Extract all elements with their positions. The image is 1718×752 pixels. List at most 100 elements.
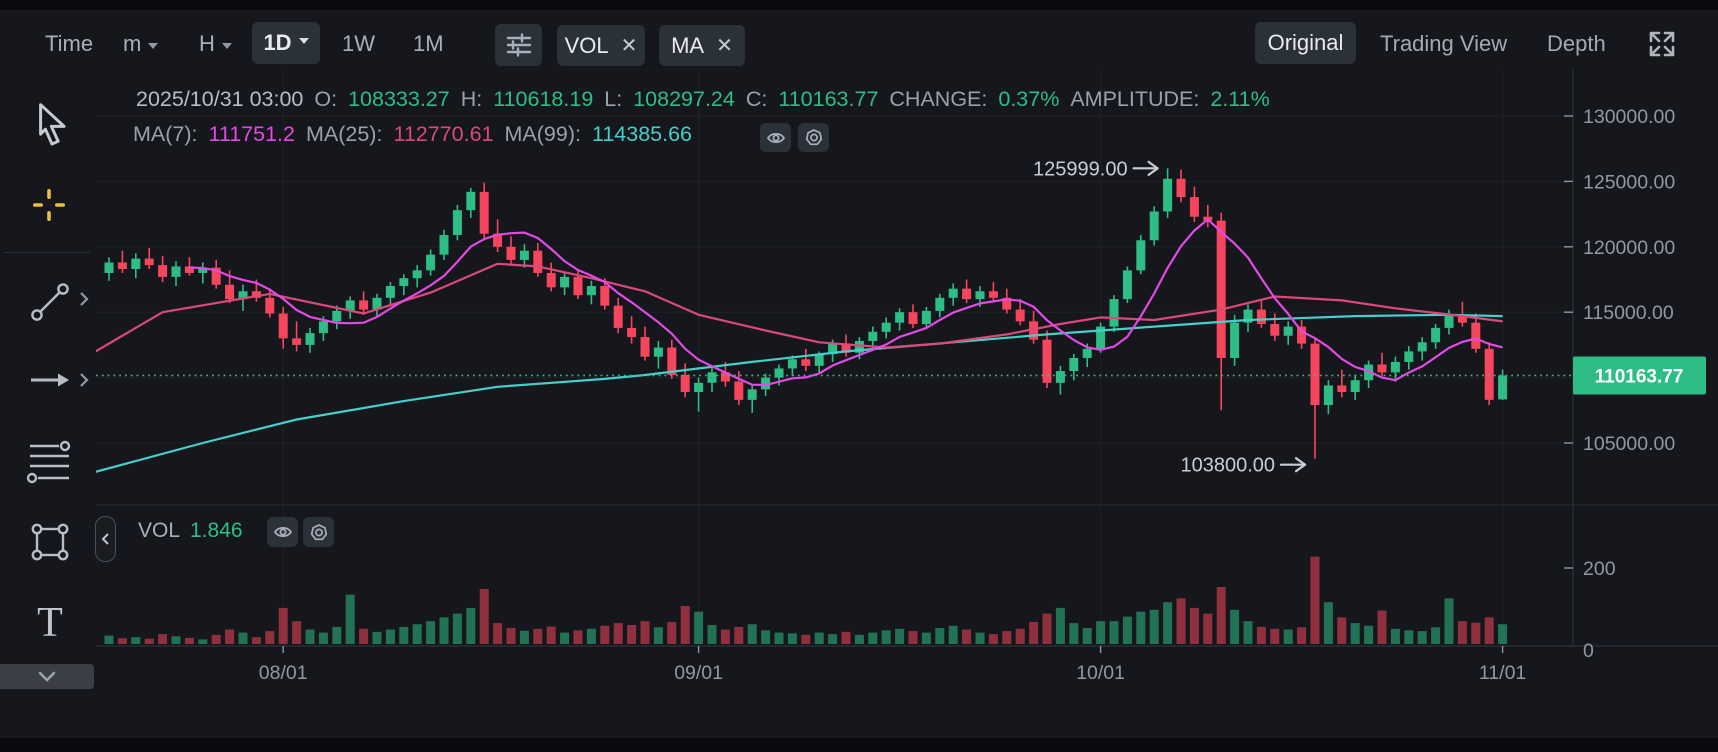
ohlc-value: 110163.77	[778, 87, 879, 111]
volume-bar	[184, 637, 194, 644]
close-icon[interactable]: ✕	[620, 35, 638, 57]
volume-bar	[1149, 609, 1159, 644]
volume-bar	[493, 623, 503, 644]
eye-icon	[766, 132, 785, 143]
volume-bar	[1256, 626, 1266, 644]
volume-bar	[627, 625, 637, 644]
candle-body	[198, 267, 208, 273]
candle-body	[184, 266, 194, 273]
volume-bar	[1457, 621, 1467, 644]
chevron-down-icon	[221, 43, 232, 49]
chevron-down-icon	[298, 38, 309, 44]
candle-body	[412, 270, 422, 279]
sliders-icon	[506, 33, 531, 57]
tab-original[interactable]: Original	[1255, 22, 1356, 64]
tool-crosshair[interactable]	[30, 186, 68, 224]
volume-bar	[372, 631, 382, 644]
volume-bar	[921, 632, 931, 644]
vol-indicator-chip[interactable]: VOL ✕	[557, 25, 645, 66]
pane-collapse-button[interactable]	[95, 516, 116, 562]
time-label[interactable]: Time	[45, 31, 94, 56]
volume-bar	[198, 639, 208, 644]
volume-bar	[412, 624, 422, 644]
candle-body	[854, 340, 864, 353]
candle-body	[493, 233, 503, 247]
volume-bars	[104, 556, 1508, 644]
candle-body	[546, 272, 556, 288]
volume-bar	[104, 635, 114, 644]
candle-body	[962, 288, 972, 300]
volume-bar	[1216, 587, 1226, 644]
text-tool-icon: T	[37, 600, 63, 644]
ma-indicator-chip[interactable]: MA ✕	[659, 25, 745, 66]
volume-bar	[1082, 628, 1092, 644]
volume-bar	[466, 607, 476, 644]
time-tick-label: 11/01	[1479, 662, 1526, 684]
tool-arrow[interactable]	[28, 368, 72, 392]
tool-text[interactable]: T	[30, 598, 70, 644]
volume-bar	[761, 630, 771, 644]
candle-body	[814, 354, 824, 366]
volume-bar	[117, 638, 127, 644]
volume-bar	[332, 626, 342, 644]
candle-body	[399, 278, 409, 287]
sidebar-collapse-button[interactable]	[0, 664, 94, 689]
volume-bar	[1002, 631, 1012, 644]
interval-1m-button[interactable]: 1M	[413, 31, 444, 56]
volume-bar	[1498, 624, 1508, 644]
close-icon[interactable]: ✕	[716, 35, 733, 57]
price-axis[interactable]: 130000.00 125000.00 120000.00 115000.00 1050…	[1564, 106, 1675, 662]
candle-body	[1230, 322, 1240, 358]
volume-bar	[895, 628, 905, 644]
ma-visibility-button[interactable]	[760, 123, 791, 152]
candle-body	[653, 347, 663, 357]
ma-settings-button[interactable]	[798, 123, 829, 152]
candle-body	[787, 359, 797, 369]
candle-body	[251, 291, 261, 298]
time-axis[interactable]: 08/01 09/01 10/01 11/01	[259, 646, 1526, 684]
volume-settings-button[interactable]	[303, 517, 334, 547]
candle-body	[828, 343, 838, 355]
price-tick-label: 115000.00	[1583, 302, 1674, 324]
price-annotation: 125999.00125999.00	[1033, 158, 1159, 180]
interval-1d-dropdown[interactable]: 1D	[252, 22, 320, 64]
candle-body	[895, 312, 905, 323]
candle-body	[948, 288, 958, 298]
candle-body	[1189, 197, 1199, 217]
volume-bar	[988, 634, 998, 644]
volume-bar	[828, 634, 838, 644]
volume-bar	[653, 627, 663, 644]
volume-bar	[1283, 629, 1293, 644]
interval-hours-dropdown[interactable]: H	[199, 31, 232, 57]
eye-icon	[273, 526, 292, 538]
tool-fib-lines[interactable]	[25, 440, 72, 485]
tool-rectangle[interactable]	[28, 521, 72, 563]
tab-trading-view[interactable]: Trading View	[1380, 31, 1508, 56]
tool-cursor[interactable]	[28, 101, 73, 148]
candle-body	[1082, 348, 1092, 358]
candle-body	[694, 382, 704, 392]
candle-body	[278, 313, 288, 339]
interval-minutes-dropdown[interactable]: m	[123, 31, 159, 57]
fullscreen-button[interactable]	[1644, 26, 1680, 62]
tool-trend-line[interactable]	[28, 280, 72, 324]
ohlc-label: O:	[314, 87, 338, 111]
crosshair-icon	[33, 189, 65, 221]
chart-settings-button[interactable]	[495, 24, 542, 66]
candle-body	[586, 286, 596, 296]
svg-text:T: T	[37, 600, 63, 644]
volume-bar	[1109, 621, 1119, 644]
candle-body	[1337, 385, 1347, 392]
volume-visibility-button[interactable]	[267, 517, 298, 547]
volume-bar	[1176, 598, 1186, 644]
candle-body	[1002, 297, 1012, 310]
chevron-down-icon	[38, 671, 56, 682]
tool-trend-line-more[interactable]	[78, 290, 90, 308]
candle-body	[439, 235, 449, 255]
interval-1w-button[interactable]: 1W	[342, 31, 375, 56]
ma7-line	[189, 218, 1503, 387]
candle-body	[613, 305, 623, 328]
tab-depth[interactable]: Depth	[1547, 31, 1606, 56]
tool-arrow-more[interactable]	[78, 371, 90, 389]
